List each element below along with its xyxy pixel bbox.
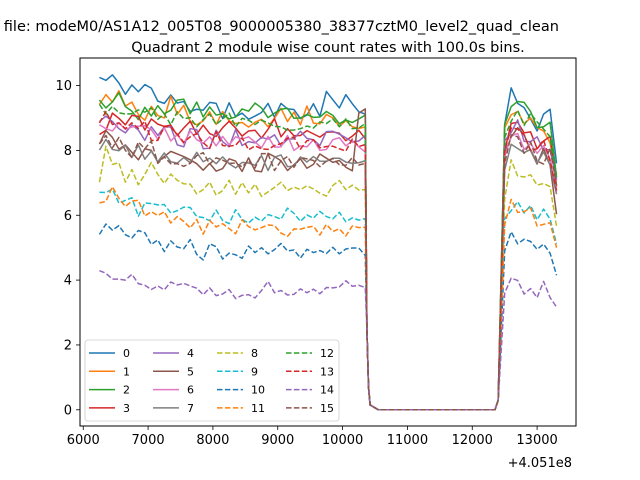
legend-label-12: 12 [320,347,334,360]
y-tick-label: 6 [64,209,72,224]
legend-label-2: 2 [123,384,130,397]
legend-label-11: 11 [251,402,265,415]
x-tick-label: 8000 [196,433,229,448]
legend-box [84,339,340,422]
y-tick-label: 10 [55,79,72,94]
legend-label-0: 0 [123,347,130,360]
legend-label-1: 1 [123,365,130,378]
axes-frame [79,57,577,427]
figure-suptitle: n file: modeM0/AS1A12_005T08_9000005380_… [0,19,559,35]
legend-label-6: 6 [187,384,194,397]
legend-label-15: 15 [320,402,334,415]
chart-title: Quadrant 2 module wise count rates with … [131,40,525,56]
y-tick-label: 0 [64,403,72,418]
y-tick-label: 4 [64,274,72,289]
x-tick-label: 11000 [387,433,428,448]
legend-label-10: 10 [251,384,265,397]
legend-label-9: 9 [251,365,258,378]
plot-area [98,74,558,411]
axis-ticks: 6000 7000 8000 9000 10000 11000 12000 13000 0 2 4 6… [55,79,557,448]
legend-label-4: 4 [187,347,194,360]
y-tick-label: 2 [64,338,72,353]
y-tick-label: 8 [64,144,72,159]
legend-label-8: 8 [251,347,258,360]
legend-label-3: 3 [123,402,130,415]
x-tick-label: 10000 [322,433,363,448]
x-tick-label: 9000 [261,433,294,448]
legend-label-14: 14 [320,384,334,397]
legend-label-13: 13 [320,365,334,378]
series-line-15 [98,134,558,411]
x-tick-label: 12000 [452,433,493,448]
x-offset-label: +4.051e8 [508,456,572,471]
x-tick-label: 13000 [516,433,557,448]
x-tick-label: 6000 [67,433,100,448]
x-tick-label: 7000 [132,433,165,448]
legend-label-5: 5 [187,365,194,378]
legend-label-7: 7 [187,402,194,415]
